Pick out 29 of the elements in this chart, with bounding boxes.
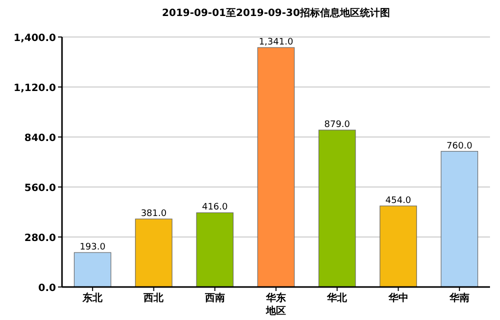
y-tick-label: 840.0 [24, 133, 56, 144]
chart-title: 2019-09-01至2019-09-30招标信息地区统计图 [162, 7, 390, 19]
data-label: 760.0 [446, 141, 473, 152]
data-label: 193.0 [80, 242, 106, 253]
y-tick-label: 1,400.0 [14, 33, 56, 44]
bar [380, 206, 417, 288]
data-label: 879.0 [324, 120, 350, 130]
bar [74, 252, 112, 288]
data-label: 1,341.0 [258, 38, 294, 48]
x-tick-label: 华南 [448, 292, 470, 304]
x-tick-label: 西北 [142, 292, 165, 304]
y-tick-label: 560.0 [24, 183, 56, 194]
y-tick-label: 0.0 [38, 283, 56, 294]
x-tick-label: 东北 [82, 292, 104, 304]
y-tick-label: 1,120.0 [14, 83, 56, 94]
x-tick-label: 华东 [265, 292, 286, 304]
data-label: 381.0 [140, 208, 167, 219]
bar [257, 47, 295, 288]
y-tick-label: 280.0 [24, 233, 56, 244]
x-tick-label: 华中 [387, 292, 408, 304]
bar [135, 218, 172, 288]
data-label: 454.0 [385, 196, 412, 206]
x-tick-label: 华北 [326, 292, 348, 304]
bar [318, 130, 356, 288]
bar [440, 150, 478, 288]
bar [196, 212, 234, 288]
x-tick-label: 西南 [204, 292, 225, 304]
data-label: 416.0 [202, 202, 228, 213]
x-axis-title: 地区 [265, 305, 286, 317]
